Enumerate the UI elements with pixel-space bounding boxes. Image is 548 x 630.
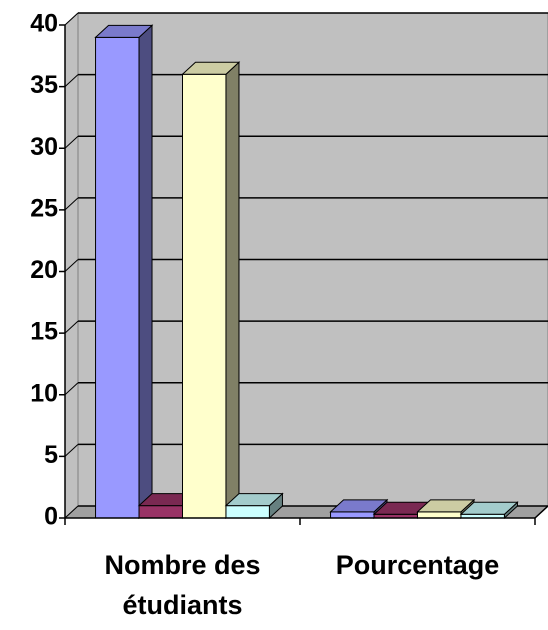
bar-top <box>329 499 389 513</box>
bar-top <box>224 493 284 507</box>
y-tick-label: 40 <box>30 10 58 38</box>
grid-line-side <box>64 74 79 87</box>
bar <box>225 505 270 519</box>
y-tick-label: 5 <box>44 441 58 469</box>
grid-line-side <box>64 505 79 519</box>
bar <box>417 511 462 519</box>
bar-side <box>225 61 240 520</box>
bar-top <box>416 499 476 513</box>
x-tick-label: Pourcentage <box>335 550 500 580</box>
grid-line-side <box>64 382 79 396</box>
y-tick-label: 15 <box>30 318 58 346</box>
bar-top <box>459 501 519 515</box>
y-tick-label: 25 <box>30 194 58 222</box>
bar-side <box>138 24 153 520</box>
grid-line-side <box>64 197 79 211</box>
grid-line-side <box>64 259 79 272</box>
y-tick-label: 20 <box>30 256 58 284</box>
y-tick-label: 30 <box>30 133 58 161</box>
bar <box>138 505 183 519</box>
grid-line-side <box>64 12 79 26</box>
y-tick-label: 10 <box>30 379 58 407</box>
y-tick-label: 35 <box>30 71 58 99</box>
bar <box>95 36 140 519</box>
grid-line-side <box>64 135 79 149</box>
bar <box>182 73 227 519</box>
grid-line-side <box>64 444 79 457</box>
y-tick-label: 0 <box>44 503 58 531</box>
x-axis-end <box>534 505 548 519</box>
bar-top <box>181 61 241 75</box>
bar <box>330 511 375 519</box>
grid-line-side <box>64 320 79 334</box>
x-tick-label: Nombre des étudiants <box>104 550 261 620</box>
bar-top <box>94 24 154 38</box>
